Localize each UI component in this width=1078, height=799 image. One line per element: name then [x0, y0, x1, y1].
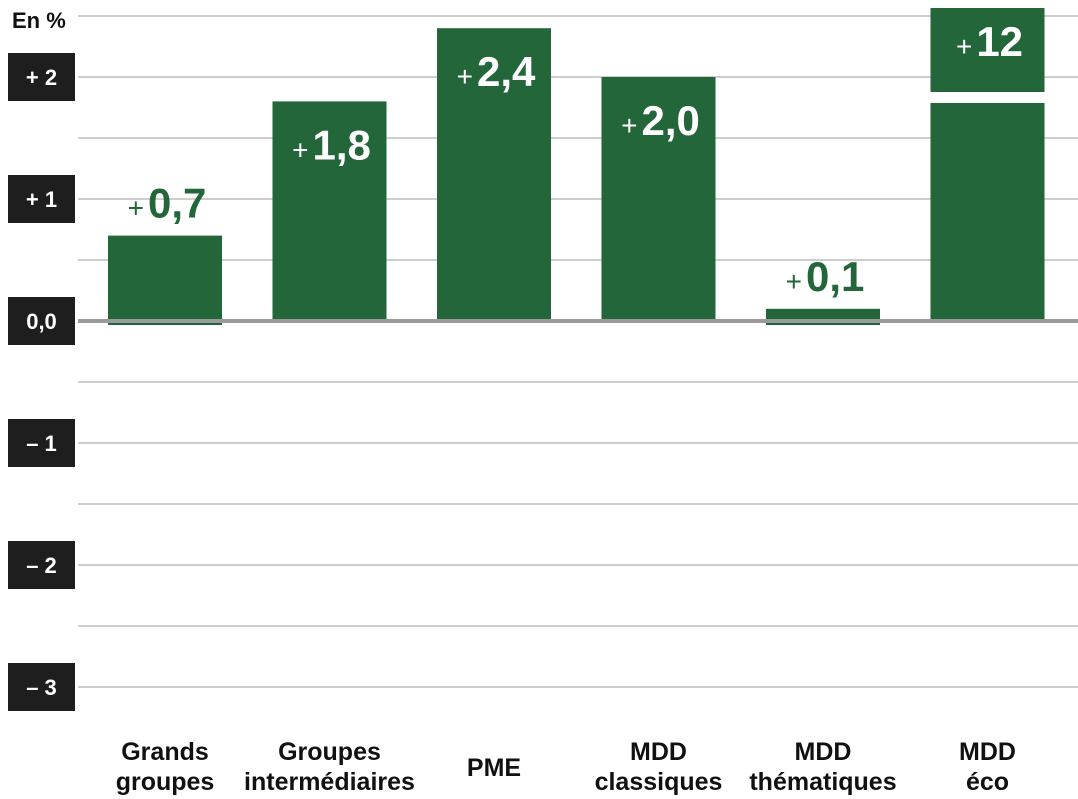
- data-label-sign: +: [621, 110, 637, 141]
- category-label-line: MDD: [795, 738, 852, 766]
- y-tick: 0,0: [8, 297, 75, 345]
- y-tick-label: – 1: [26, 431, 57, 456]
- bar: [108, 235, 222, 325]
- data-label-value: 0,1: [806, 253, 864, 300]
- data-label: +0,7: [128, 180, 207, 227]
- data-label-sign: +: [292, 134, 308, 165]
- y-tick-box: [8, 53, 75, 101]
- y-tick: + 1: [8, 175, 75, 223]
- y-tick: – 3: [8, 663, 75, 711]
- x-axis-categories: Grands groupes Groupes intermédiaires PME MDD…: [116, 738, 1016, 796]
- y-tick-box: [8, 175, 75, 223]
- category-label: PME: [467, 754, 521, 782]
- data-label-sign: +: [956, 31, 972, 62]
- data-label-value: 12: [976, 18, 1023, 65]
- y-tick-label: + 1: [26, 187, 57, 212]
- category-label: Groupes intermédiaires: [244, 738, 415, 796]
- data-label-value: 1,8: [312, 121, 370, 168]
- data-label-sign: +: [457, 61, 473, 92]
- category-label: MDD classiques: [595, 738, 723, 796]
- y-tick-label: – 2: [26, 553, 57, 578]
- bar: [930, 8, 1045, 321]
- category-label-line: MDD: [630, 738, 687, 766]
- category-label: MDD thématiques: [749, 738, 896, 796]
- category-label: Grands groupes: [116, 738, 215, 796]
- y-tick-box: [8, 297, 75, 345]
- data-label: +2,0: [621, 97, 700, 144]
- bar: [601, 77, 716, 323]
- bar: [272, 101, 387, 324]
- category-label-line: Grands: [121, 738, 209, 766]
- category-label-line: MDD: [959, 738, 1016, 766]
- data-label-value: 0,7: [148, 180, 206, 227]
- category-label-line: intermédiaires: [244, 768, 415, 796]
- y-tick-label: – 3: [26, 675, 57, 700]
- unit-label: En %: [12, 8, 66, 33]
- data-label: +12: [956, 18, 1023, 65]
- y-tick: – 1: [8, 419, 75, 467]
- gridlines: [78, 15, 1078, 688]
- data-label-value: 2,0: [641, 97, 699, 144]
- category-label-line: PME: [467, 754, 521, 782]
- y-tick-box: [8, 419, 75, 467]
- data-label: +0,1: [786, 253, 865, 300]
- data-label-sign: +: [128, 193, 144, 224]
- y-tick-box: [8, 663, 75, 711]
- y-tick-label: 0,0: [26, 309, 57, 334]
- y-axis-ticks: + 2 + 1 0,0 – 1 – 2 – 3: [8, 53, 75, 711]
- bar: [437, 28, 551, 323]
- y-tick-label: + 2: [26, 65, 57, 90]
- category-label-line: Groupes: [278, 738, 381, 766]
- y-tick: + 2: [8, 53, 75, 101]
- category-label-line: classiques: [595, 768, 723, 796]
- bars: [108, 8, 1046, 325]
- axis-break-gap: [929, 92, 1046, 103]
- y-tick: – 2: [8, 541, 75, 589]
- category-label-line: groupes: [116, 768, 215, 796]
- category-label: MDD éco: [959, 738, 1016, 796]
- data-label-sign: +: [786, 266, 802, 297]
- category-label-line: thématiques: [749, 768, 896, 796]
- data-label: +2,4: [457, 48, 536, 95]
- y-tick-box: [8, 541, 75, 589]
- data-label-value: 2,4: [477, 48, 536, 95]
- data-labels: +0,7+1,8+2,4+2,0+0,1+12: [128, 18, 1023, 300]
- data-label: +1,8: [292, 121, 371, 168]
- category-label-line: éco: [966, 768, 1009, 796]
